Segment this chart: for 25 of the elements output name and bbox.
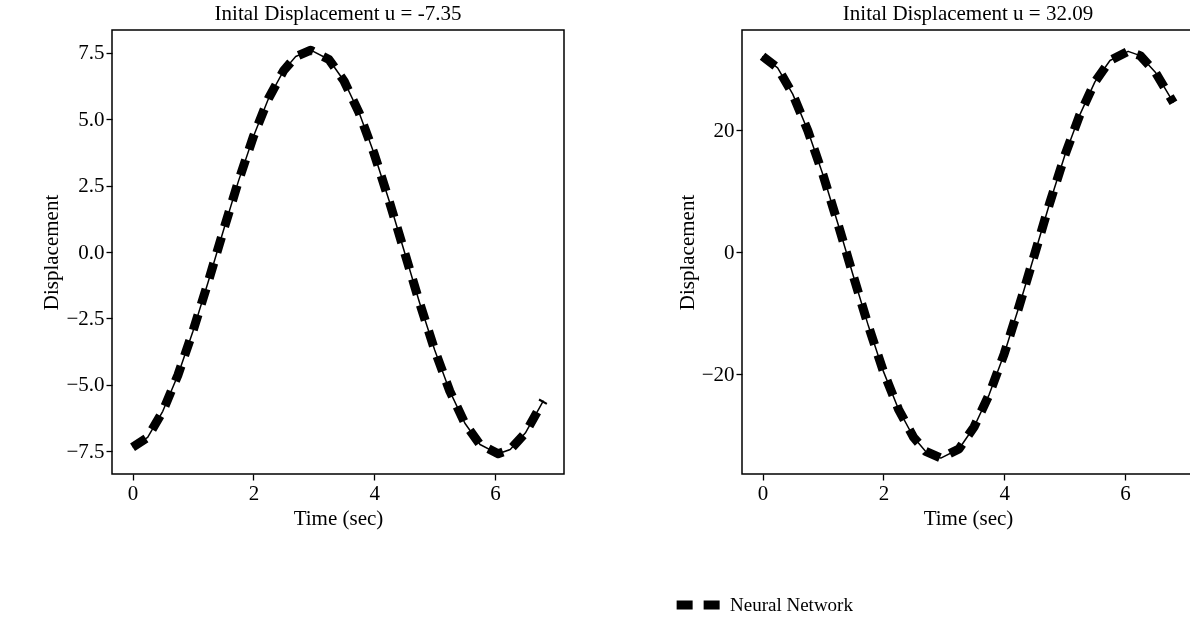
y-tick-label: 0.0 bbox=[78, 239, 105, 264]
x-tick-label: 0 bbox=[127, 480, 139, 505]
x-tick-label: 4 bbox=[369, 480, 381, 505]
y-tick-label: 5.0 bbox=[78, 106, 105, 131]
y-tick-label: −20 bbox=[701, 361, 735, 386]
x-axis-title: Time (sec) bbox=[923, 505, 1014, 530]
chart-title: Inital Displacement u = 32.09 bbox=[842, 1, 1094, 25]
y-tick-label: −7.5 bbox=[66, 438, 105, 463]
y-tick-label: 2.5 bbox=[78, 173, 105, 198]
x-axis-title: Time (sec) bbox=[293, 505, 384, 530]
y-axis-title: Displacement bbox=[674, 194, 699, 311]
x-tick-label: 0 bbox=[757, 480, 769, 505]
x-tick-label: 6 bbox=[490, 480, 501, 505]
y-tick-label: 7.5 bbox=[78, 40, 105, 65]
y-tick-label: 20 bbox=[713, 117, 735, 142]
y-tick-label: −2.5 bbox=[66, 305, 105, 330]
x-tick-label: 2 bbox=[878, 480, 890, 505]
x-tick-label: 4 bbox=[999, 480, 1011, 505]
y-tick-label: −5.0 bbox=[66, 372, 105, 397]
chart-title: Inital Displacement u = -7.35 bbox=[214, 1, 462, 25]
legend-label: Neural Network bbox=[730, 594, 854, 615]
x-tick-label: 6 bbox=[1120, 480, 1131, 505]
y-tick-label: 0 bbox=[724, 239, 735, 264]
y-axis-title: Displacement bbox=[39, 194, 64, 311]
x-tick-label: 2 bbox=[248, 480, 260, 505]
